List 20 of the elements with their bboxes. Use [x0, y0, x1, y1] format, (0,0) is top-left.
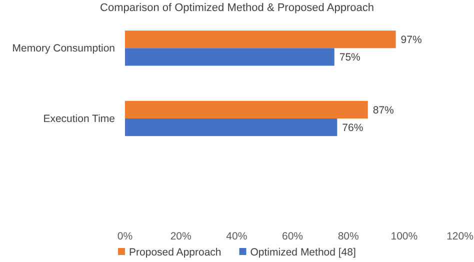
text: 87%: [372, 104, 394, 116]
bar: [125, 48, 334, 66]
legend-label: Proposed Approach: [129, 246, 222, 259]
text: 75%: [339, 52, 360, 64]
x-tick-label: 60%: [282, 230, 304, 242]
text: 97%: [400, 34, 422, 46]
x-tick-label: 100%: [390, 230, 418, 242]
bar: [125, 30, 396, 48]
bar: [125, 100, 368, 118]
y-tick-label: Memory Consumption: [12, 42, 116, 55]
legend-label: Optimized Method [48]: [250, 246, 356, 259]
x-tick-label: 80%: [338, 230, 359, 242]
x-tick-label: 120%: [446, 230, 474, 242]
x-tick-label: 0%: [117, 230, 133, 242]
chart-title: Comparison of Optimized Method & Proposed Approach: [100, 2, 374, 14]
x-tick-label: 40%: [226, 230, 248, 242]
text: 76%: [342, 122, 364, 134]
bar: [125, 118, 338, 136]
y-tick-label: Execution Time: [43, 112, 116, 125]
x-tick-label: 20%: [170, 230, 192, 242]
